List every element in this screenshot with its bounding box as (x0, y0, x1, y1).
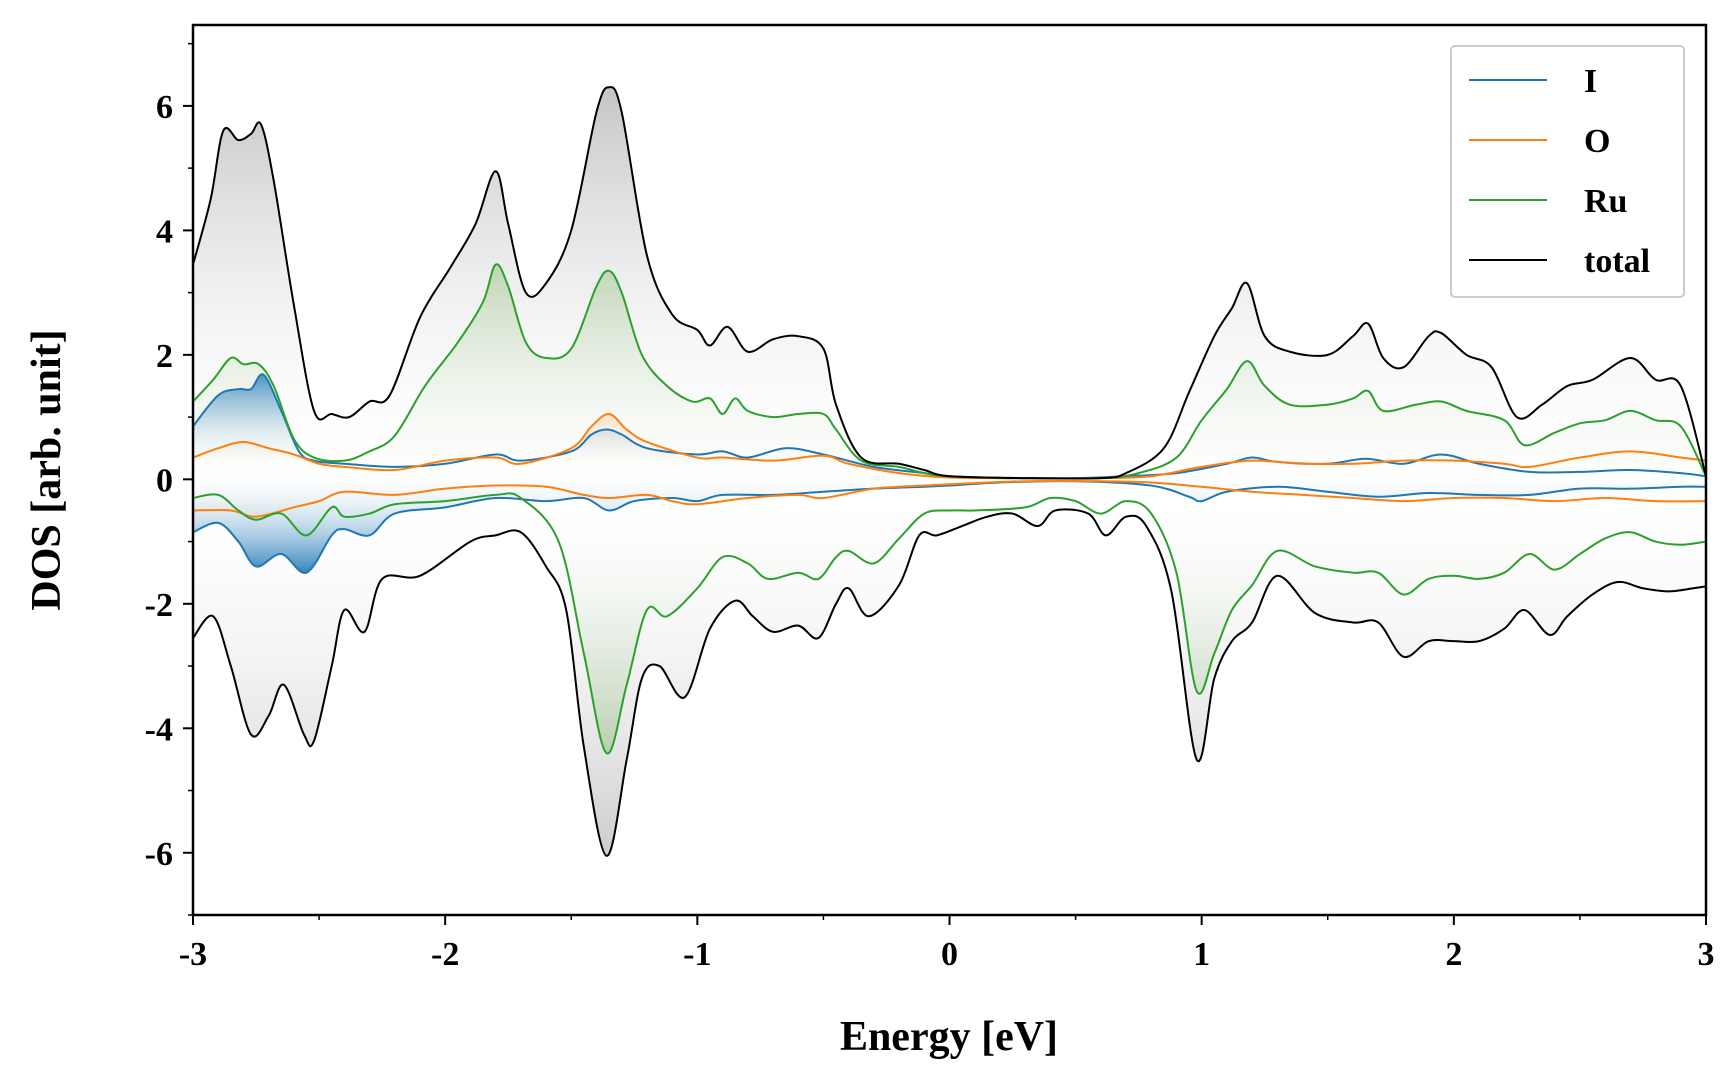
x-tick-label: -3 (179, 936, 207, 973)
y-tick-label: -4 (145, 711, 173, 748)
y-tick-label: 4 (156, 213, 173, 250)
series-line-total-up (193, 86, 1706, 480)
legend: IO Ru total (1450, 45, 1685, 298)
series-line-total-down (193, 508, 1706, 857)
series-line-o-up (193, 412, 1706, 480)
x-tick-label: 0 (941, 936, 958, 973)
area-ru-down (193, 479, 1706, 754)
series-line-ru-up (193, 263, 1706, 480)
line-layer (193, 86, 1706, 857)
x-tick-label: 3 (1698, 936, 1715, 973)
area-ru-up (193, 264, 1706, 480)
series-line-i-down (193, 480, 1706, 574)
y-tick-label: 0 (156, 462, 173, 499)
area-i-down (193, 479, 1706, 574)
x-tick-label: -1 (683, 936, 711, 973)
x-tick-label: -2 (431, 936, 459, 973)
y-axis-label: DOS [arb. unit] (24, 329, 70, 610)
legend-label-ru: Ru (1584, 183, 1627, 220)
x-axis-label: Energy [eV] (840, 1014, 1058, 1060)
area-i-up (193, 374, 1706, 480)
legend-label-o: O (1584, 123, 1610, 160)
legend-box (1450, 45, 1685, 298)
series-line-ru-down (193, 492, 1706, 755)
x-tick-label: 2 (1445, 936, 1462, 973)
series-line-i-up (193, 373, 1706, 480)
fill-layer (193, 87, 1706, 856)
legend-label-total: total (1584, 243, 1650, 280)
y-tick-label: 6 (156, 89, 173, 126)
legend-label-i: I (1584, 63, 1597, 100)
x-tick-label: 1 (1193, 936, 1210, 973)
y-tick-label: -2 (145, 587, 173, 624)
y-tick-label: -6 (145, 836, 173, 873)
y-tick-label: 2 (156, 338, 173, 375)
axes: -3 -2 -1 0 1 2 3 -6 -4 -2 0 2 4 6 (145, 23, 1715, 973)
series-line-o-down (193, 479, 1706, 518)
